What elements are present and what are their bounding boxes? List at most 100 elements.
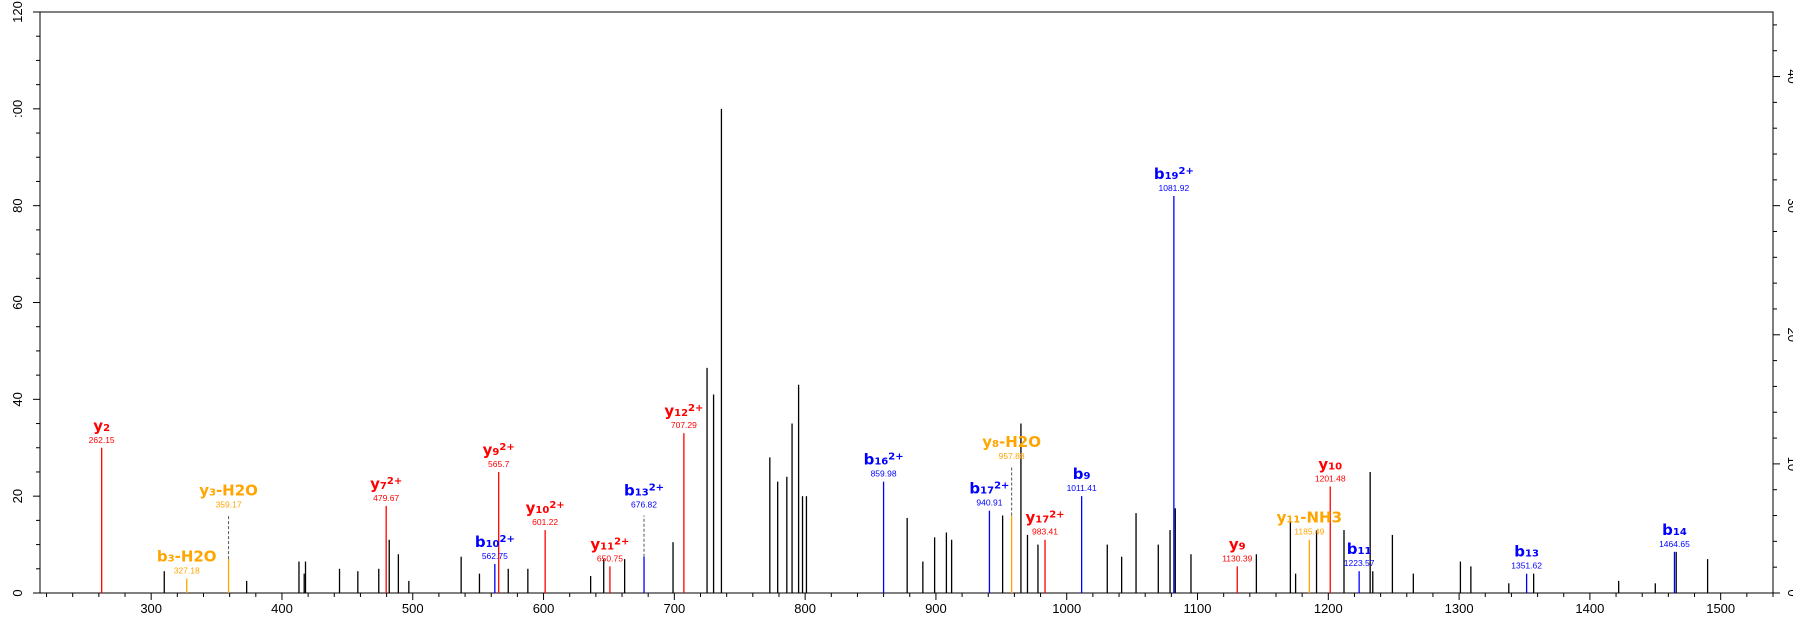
ion-name: b192+ [1154, 165, 1194, 183]
ion-name: y9 [1229, 535, 1246, 553]
ion-mz: 565.7 [488, 459, 510, 469]
x-tick-label: 500 [402, 601, 424, 616]
ion-name: b3-H2O [157, 547, 217, 565]
ion-label: b192+1081.92 [1154, 165, 1194, 193]
ion-number: 11 [1358, 546, 1372, 557]
ion-number: 2 [103, 423, 110, 434]
ion-number: 17 [980, 486, 994, 497]
ion-mz: 1130.39 [1222, 553, 1252, 563]
ion-letter: b [475, 533, 486, 551]
ion-name: b14 [1662, 521, 1687, 539]
x-tick-label: 1100 [1184, 601, 1212, 616]
ion-number: 17 [1035, 515, 1049, 526]
ion-number: 10 [486, 539, 500, 550]
ion-label: y172+ 983.41 [1025, 509, 1064, 537]
ion-number: 11 [600, 541, 614, 552]
ion-charge: 2+ [499, 534, 514, 545]
ion-charge: 2+ [994, 481, 1009, 492]
ion-letter: y [199, 482, 209, 500]
y2-tick-label: 30 [1785, 198, 1793, 212]
ion-mz: 1081.92 [1158, 183, 1189, 193]
ion-number: 3 [168, 553, 175, 564]
ion-mz: 1011.41 [1067, 483, 1097, 493]
ion-label: y122+707.29 [664, 402, 703, 430]
ion-letter: y [1025, 509, 1035, 527]
ion-mz: 1185.49 [1294, 527, 1324, 537]
ion-charge: 2+ [499, 442, 514, 453]
ion-mz: 262.15 [89, 435, 115, 445]
ion-charge: 2+ [549, 500, 564, 511]
ion-letter: b [969, 480, 980, 498]
ion-mz: 327.18 [174, 565, 200, 575]
ion-letter: b [157, 547, 168, 565]
peaks [101, 108, 1709, 593]
ion-mz: 983.41 [1032, 527, 1058, 537]
y-tick-label: 80 [10, 198, 25, 212]
ion-charge: 2+ [688, 403, 703, 414]
ion-name: y112+ [590, 535, 629, 553]
ion-charge: 2+ [1049, 510, 1064, 521]
y-tick-label: 40 [10, 392, 25, 406]
ion-letter: y [370, 475, 380, 493]
ion-letter: y [526, 499, 536, 517]
ion-label: y72+479.67 [370, 475, 402, 503]
ion-label: y92+565.7 [483, 441, 515, 469]
ion-charge: 2+ [614, 536, 629, 547]
ion-name: b172+ [969, 480, 1009, 498]
ion-label: y102+601.22 [526, 499, 565, 527]
ion-letter: y [93, 417, 103, 435]
ion-name: y11-NH3 [1277, 509, 1342, 527]
ion-mz: 957.88 [999, 451, 1025, 461]
ion-number: 10 [535, 505, 549, 516]
ion-letter: y [1318, 455, 1328, 473]
x-tick-label: 1500 [1706, 601, 1735, 616]
x-tick-label: 800 [794, 601, 816, 616]
y2-tick-label: 10 [1785, 457, 1793, 471]
ion-number: 13 [635, 488, 649, 499]
ion-charge: 2+ [888, 452, 903, 463]
ion-name: y10 [1318, 455, 1342, 473]
ion-number: 19 [1165, 171, 1179, 182]
ion-mz: 479.67 [373, 493, 399, 503]
ion-name: y102+ [526, 499, 565, 517]
ion-charge: 2+ [1179, 166, 1194, 177]
y-tick-label: 120 [10, 1, 25, 23]
ion-mz: 940.91 [976, 498, 1002, 508]
ion-loss: -H2O [216, 482, 258, 500]
ion-name: y72+ [370, 475, 402, 493]
ion-mz: 359.17 [216, 500, 242, 510]
ion-number: 3 [209, 488, 216, 499]
ion-mz: 1201.48 [1315, 473, 1346, 483]
x-tick-label: 400 [271, 601, 293, 616]
x-tick-label: 600 [533, 601, 555, 616]
ion-charge: 2+ [649, 483, 664, 494]
ion-number: 9 [492, 447, 499, 458]
ion-name: y2 [93, 417, 110, 435]
ion-number: 16 [874, 457, 888, 468]
ion-number: 9 [1084, 471, 1091, 482]
ion-letter: b [1154, 165, 1165, 183]
axes: 300 400 500 600 700 800 900 1000 1100 1200 1300 140… [10, 1, 1793, 616]
ion-label: b102+562.75 [475, 533, 515, 561]
ion-letter: b [624, 482, 635, 500]
ion-label: b172+940.91 [969, 480, 1009, 508]
x-tick-label: 700 [663, 601, 685, 616]
ion-letter: y [982, 433, 992, 451]
x-tick-label: 300 [140, 601, 162, 616]
ion-letter: y [664, 402, 674, 420]
y-tick-label: :00 [10, 100, 25, 118]
ion-loss: -H2O [175, 547, 217, 565]
ion-number: 12 [674, 408, 688, 419]
ion-label: y112+650.75 [590, 535, 629, 563]
y2-tick-label: 0 [1785, 589, 1793, 596]
ion-name: y8-H2O [982, 433, 1041, 451]
ion-number: 13 [1525, 549, 1539, 560]
